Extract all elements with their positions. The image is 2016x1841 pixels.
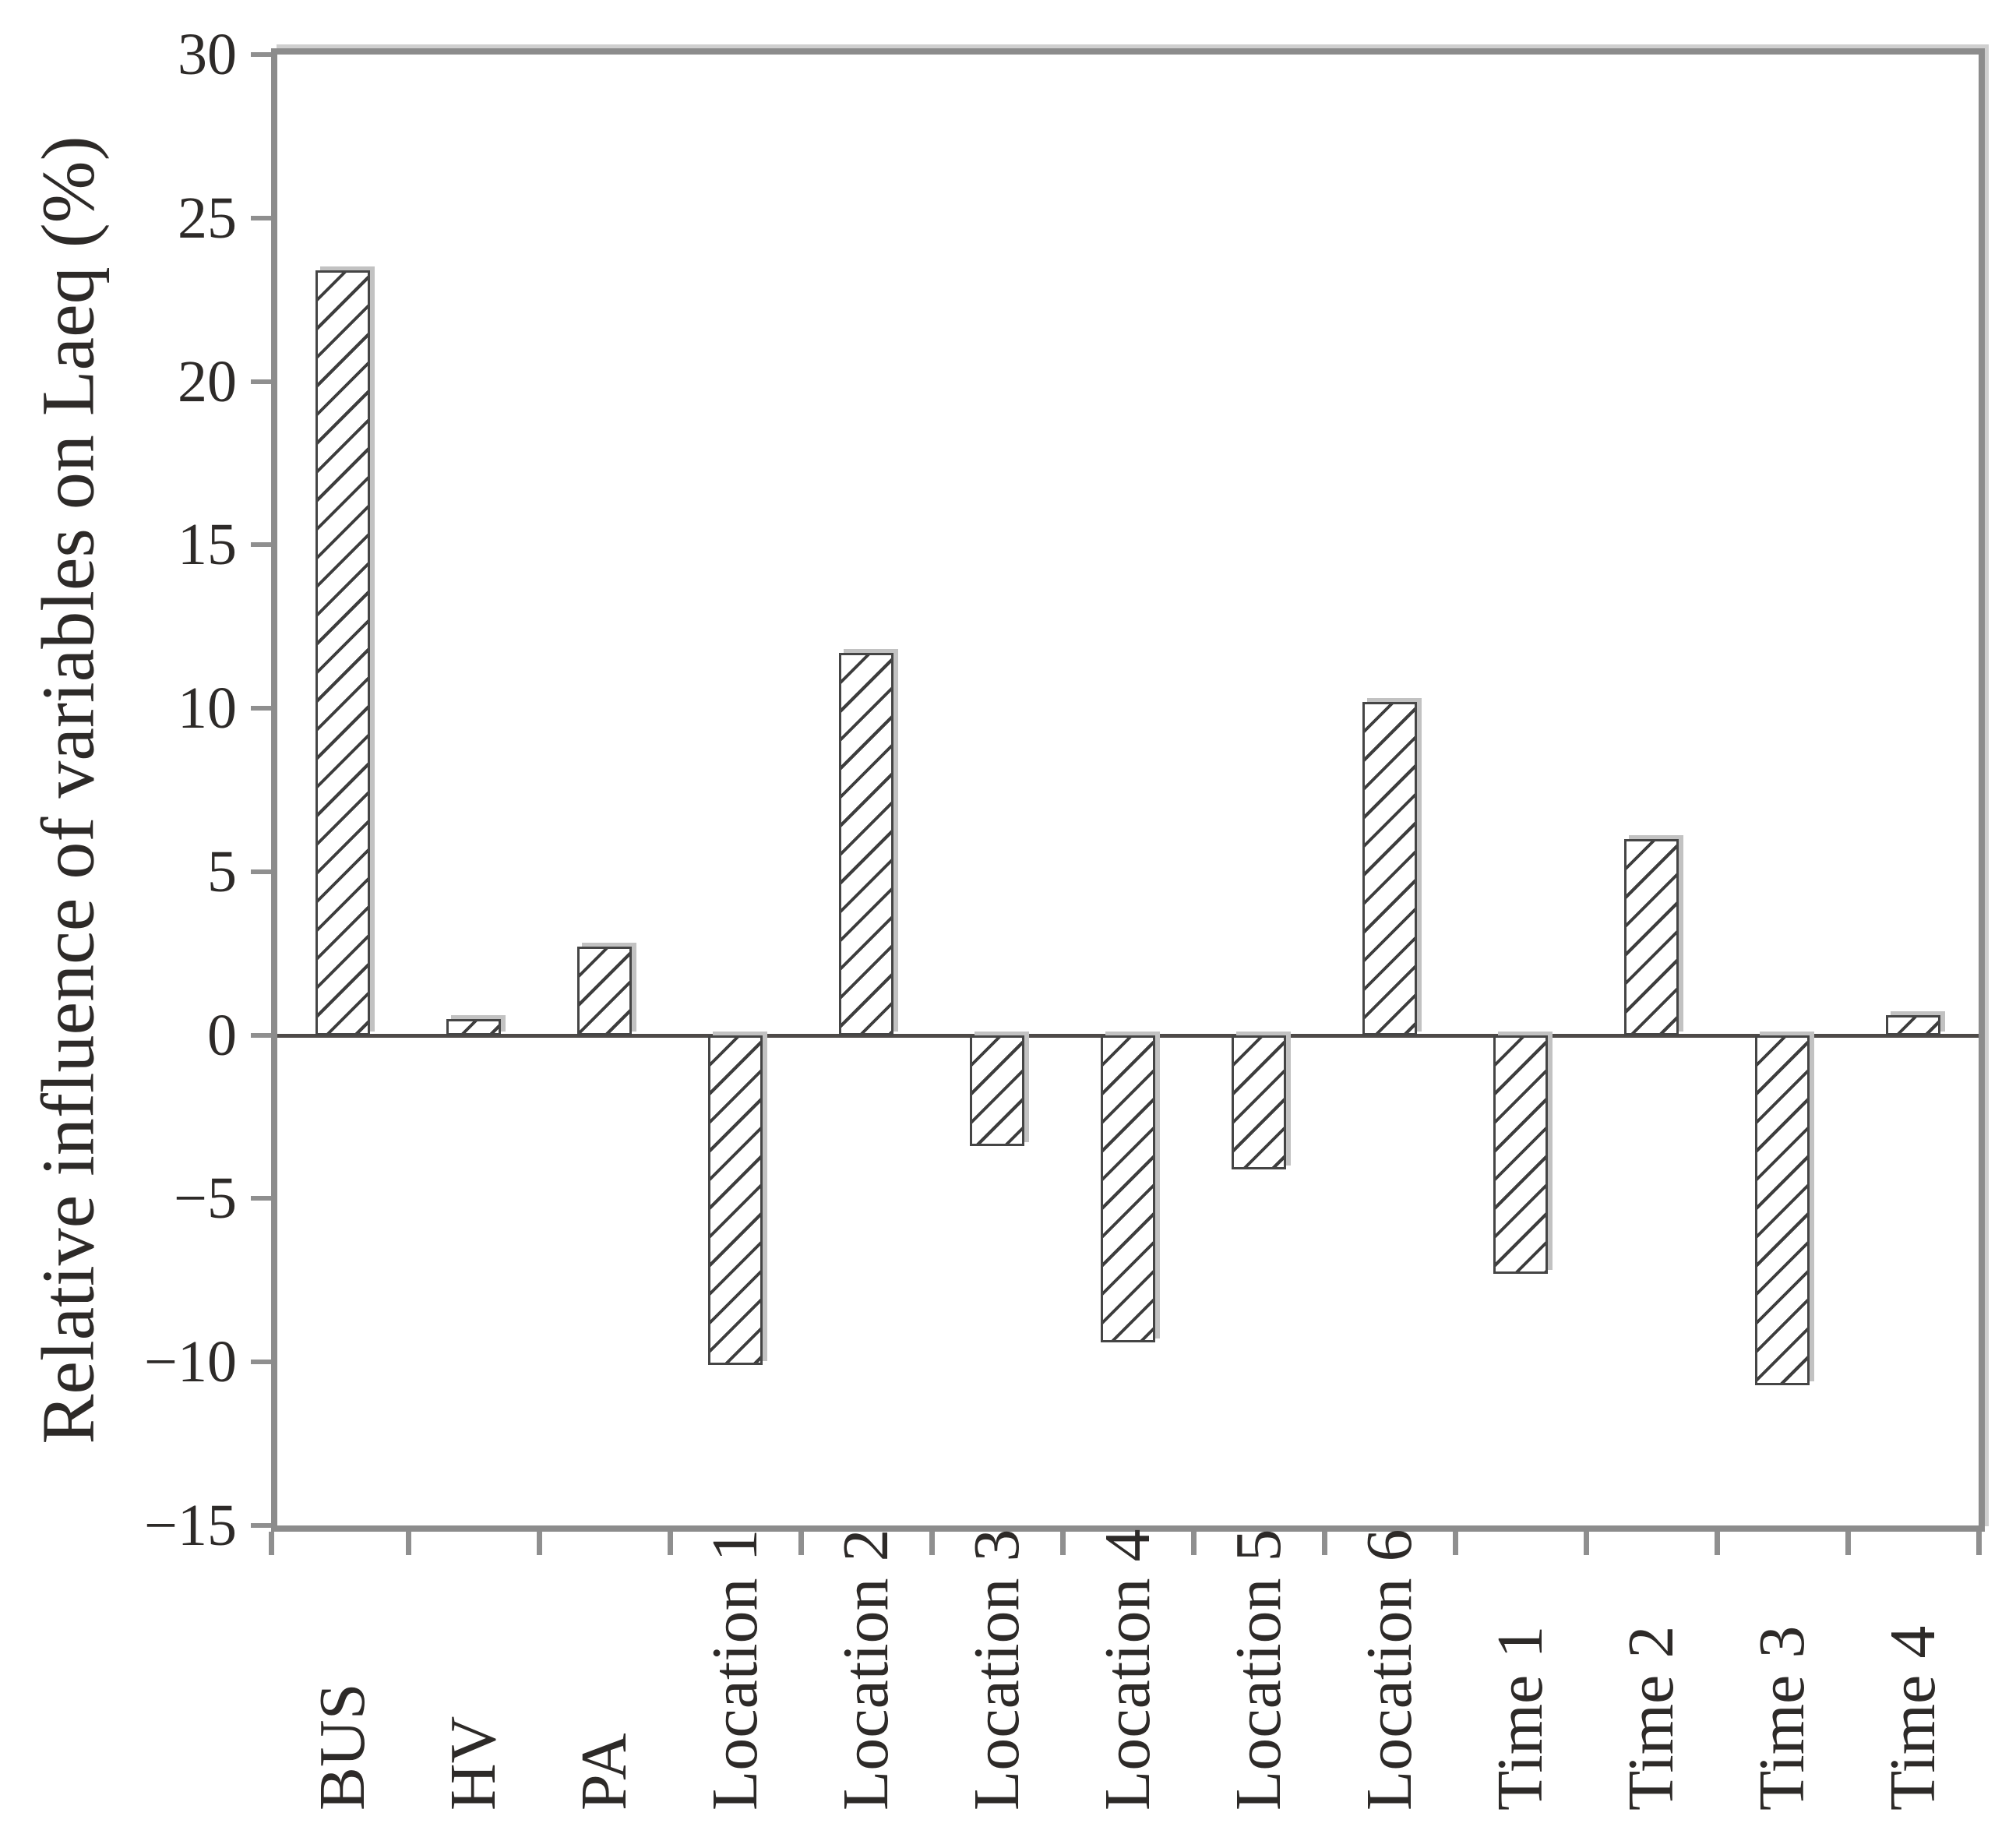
y-tick-30 <box>251 52 271 57</box>
y-tick-15 <box>251 542 271 548</box>
y-tick--5 <box>251 1196 271 1201</box>
x-tick-boundary-4 <box>798 1532 804 1555</box>
y-tick-0 <box>251 1032 271 1038</box>
x-tick-boundary-7 <box>1191 1532 1197 1555</box>
y-tick-label--15: −15 <box>144 1493 237 1558</box>
x-tick-boundary-12 <box>1845 1532 1851 1555</box>
y-tick-10 <box>251 706 271 711</box>
bar-location-6 <box>1362 701 1417 1035</box>
plot-inner <box>277 55 1979 1525</box>
x-label-text-time-2: Time 2 <box>1615 1625 1687 1811</box>
x-tick-boundary-6 <box>1060 1532 1066 1555</box>
y-tick-label-25: 25 <box>178 185 237 251</box>
bar-time-1 <box>1493 1035 1548 1274</box>
x-tick-boundary-13 <box>1976 1532 1982 1555</box>
y-tick-label-30: 30 <box>178 22 237 87</box>
x-tick-boundary-5 <box>929 1532 935 1555</box>
x-label-text-location-4: Location 4 <box>1091 1529 1164 1811</box>
x-label-text-location-6: Location 6 <box>1353 1529 1426 1811</box>
y-tick-label-20: 20 <box>178 348 237 414</box>
x-tick-boundary-10 <box>1584 1532 1589 1555</box>
x-tick-boundary-9 <box>1453 1532 1458 1555</box>
x-tick-boundary-8 <box>1322 1532 1327 1555</box>
x-label-text-location-5: Location 5 <box>1222 1529 1295 1811</box>
x-tick-boundary-2 <box>537 1532 542 1555</box>
bar-location-4 <box>1101 1035 1155 1343</box>
y-tick-5 <box>251 869 271 874</box>
bar-time-3 <box>1755 1035 1810 1385</box>
y-tick-20 <box>251 379 271 384</box>
bar-time-2 <box>1624 838 1679 1035</box>
x-label-text-time-4: Time 4 <box>1877 1625 1949 1811</box>
x-label-text-bus: BUS <box>306 1683 379 1811</box>
x-label-text-time-3: Time 3 <box>1746 1625 1818 1811</box>
bar-hv <box>446 1018 501 1035</box>
y-tick--15 <box>251 1523 271 1528</box>
bar-pa <box>577 947 632 1035</box>
bar-location-3 <box>970 1035 1024 1147</box>
y-tick--10 <box>251 1360 271 1365</box>
x-label-text-time-1: Time 1 <box>1484 1625 1556 1811</box>
bar-location-1 <box>708 1035 763 1366</box>
x-tick-boundary-3 <box>668 1532 673 1555</box>
x-label-text-location-2: Location 2 <box>830 1529 902 1811</box>
x-label-text-hv: HV <box>437 1716 509 1811</box>
plot-area <box>271 48 1985 1532</box>
y-axis-title-text: Relative influence of variables on Laeq … <box>26 136 110 1444</box>
y-tick-label-10: 10 <box>178 675 237 742</box>
bar-bus <box>315 270 370 1035</box>
y-tick-label--5: −5 <box>174 1166 237 1232</box>
bar-location-2 <box>839 652 893 1035</box>
x-tick-boundary-11 <box>1715 1532 1720 1555</box>
y-tick-label-15: 15 <box>178 512 237 578</box>
x-tick-boundary-1 <box>406 1532 411 1555</box>
x-tick-boundary-0 <box>269 1532 274 1555</box>
x-label-text-pa: PA <box>568 1733 640 1811</box>
bar-time-4 <box>1886 1015 1940 1035</box>
x-label-text-location-1: Location 1 <box>699 1529 771 1811</box>
y-tick-label-0: 0 <box>207 1002 237 1068</box>
bar-location-5 <box>1232 1035 1286 1169</box>
y-tick-25 <box>251 215 271 220</box>
y-tick-label-5: 5 <box>207 838 237 905</box>
x-label-text-location-3: Location 3 <box>960 1529 1033 1811</box>
y-tick-label--10: −10 <box>144 1329 237 1395</box>
